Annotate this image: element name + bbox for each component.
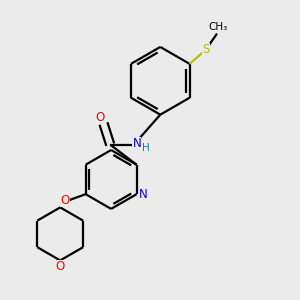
Text: O: O xyxy=(95,110,105,124)
Text: O: O xyxy=(56,260,65,273)
Text: O: O xyxy=(60,194,70,207)
Text: CH₃: CH₃ xyxy=(209,22,228,32)
Text: H: H xyxy=(142,142,149,153)
Text: N: N xyxy=(139,188,148,201)
Text: S: S xyxy=(202,43,209,56)
Text: N: N xyxy=(132,137,141,150)
